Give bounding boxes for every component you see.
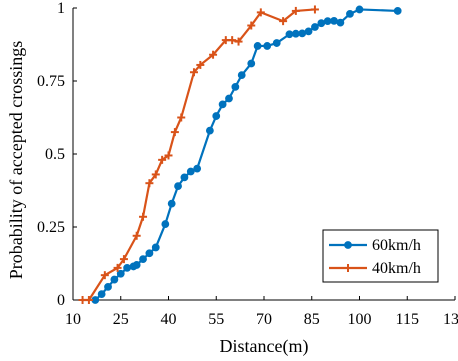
data-point: [110, 275, 119, 284]
data-point: [209, 50, 218, 59]
data-point: [272, 39, 281, 47]
data-point: [151, 243, 160, 252]
data-point: [151, 170, 160, 179]
data-point: [167, 199, 176, 208]
legend-item: 40km/h: [329, 260, 421, 277]
data-point: [180, 173, 189, 182]
data-point: [132, 261, 141, 269]
data-point: [177, 113, 186, 122]
x-axis-label: Distance(m): [220, 336, 309, 357]
legend-label: 60km/h: [372, 237, 421, 254]
data-point: [291, 29, 300, 38]
data-point: [84, 296, 93, 304]
data-point: [161, 220, 170, 228]
data-point: [310, 5, 319, 14]
data-point: [291, 6, 300, 15]
x-tick-label: 55: [208, 311, 224, 328]
data-point: [279, 17, 288, 26]
legend-box: [322, 229, 439, 283]
data-point: [225, 94, 233, 103]
y-tick-label: 0: [57, 292, 65, 309]
x-ticks: 10 25 40 55 70 85 100 115 130: [65, 296, 458, 328]
legend: 60km/h 40km/h: [322, 229, 439, 283]
x-tick-label: 70: [256, 311, 272, 328]
data-point: [212, 112, 221, 120]
data-point: [247, 21, 256, 30]
x-tick-label: 115: [396, 311, 419, 328]
data-point: [355, 5, 364, 14]
data-point: [234, 37, 243, 46]
y-ticks: 0 0.25 0.5 0.75 1: [37, 0, 77, 309]
y-tick-label: 0.5: [45, 146, 65, 163]
series-circle: [91, 5, 402, 304]
x-tick-label: 40: [161, 311, 177, 328]
data-point: [164, 151, 173, 160]
series-layer: [78, 5, 402, 304]
series-line: [82, 8, 316, 302]
legend-items: 60km/h 40km/h: [329, 237, 421, 277]
data-point: [97, 290, 106, 299]
data-point: [336, 18, 345, 27]
data-point: [237, 71, 246, 80]
data-point: [113, 263, 122, 272]
data-point: [170, 128, 179, 137]
data-point: [189, 68, 198, 77]
data-point: [323, 17, 332, 26]
data-point: [186, 167, 195, 176]
x-tick-label: 10: [65, 311, 81, 328]
legend-marker: [344, 264, 352, 272]
data-point: [104, 282, 112, 291]
data-point: [298, 29, 307, 38]
legend-item: 60km/h: [329, 237, 421, 254]
data-point: [256, 8, 265, 17]
y-tick-label: 0.75: [37, 73, 65, 90]
data-point: [139, 212, 148, 221]
data-point: [311, 23, 319, 31]
data-point: [228, 36, 237, 45]
data-point: [393, 7, 402, 15]
data-point: [205, 126, 214, 135]
data-point: [218, 100, 227, 109]
data-point: [174, 182, 182, 191]
x-tick-label: 25: [113, 311, 129, 328]
data-point: [304, 27, 313, 36]
data-point: [119, 255, 128, 264]
legend-label: 40km/h: [372, 260, 421, 277]
legend-marker: [344, 241, 352, 249]
data-point: [330, 16, 338, 25]
data-point: [231, 82, 240, 91]
data-point: [196, 60, 205, 69]
data-point: [346, 9, 354, 18]
data-point: [139, 255, 147, 264]
data-point: [247, 59, 256, 68]
y-axis-label: Probability of accepted crossings: [6, 41, 26, 279]
x-tick-label: 85: [304, 311, 320, 328]
x-tick-label: 100: [348, 311, 372, 328]
y-tick-label: 1: [57, 0, 65, 17]
data-point: [123, 263, 132, 272]
data-point: [100, 271, 109, 280]
data-point: [132, 231, 141, 240]
data-point: [193, 164, 202, 173]
y-tick-label: 0.25: [37, 219, 65, 236]
data-point: [116, 269, 125, 278]
data-point: [145, 179, 154, 188]
data-point: [145, 249, 154, 258]
data-point: [317, 19, 326, 28]
data-point: [263, 42, 272, 50]
data-point: [158, 155, 167, 164]
data-point: [285, 30, 294, 39]
x-tick-label: 130: [443, 311, 458, 328]
series-plus: [78, 5, 319, 304]
data-point: [253, 42, 262, 50]
